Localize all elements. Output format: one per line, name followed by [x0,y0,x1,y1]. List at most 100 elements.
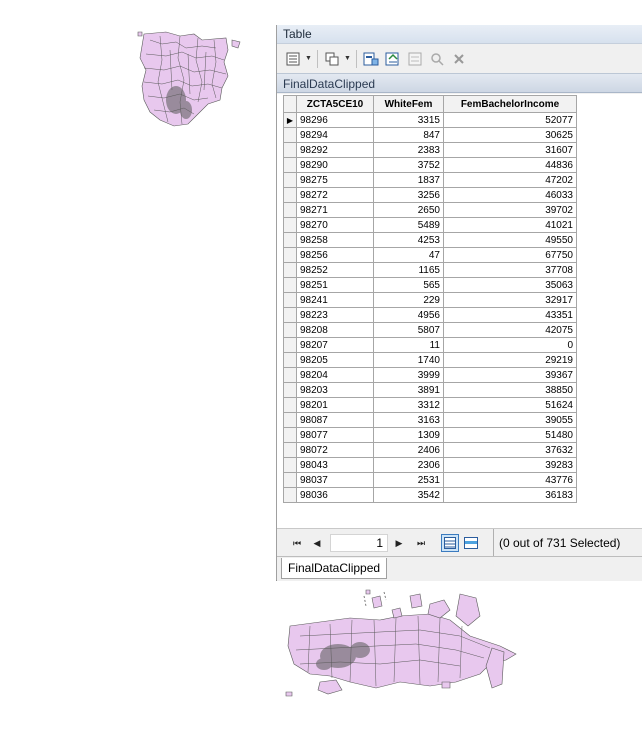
row-selector[interactable] [283,262,297,278]
cell-fembachelorincome[interactable]: 42075 [443,322,577,338]
cell-whitefem[interactable]: 5489 [373,217,444,233]
row-selector[interactable] [283,487,297,503]
table-row[interactable]: 98036 3542 36183 [283,487,577,503]
table-row[interactable]: 98292 2383 31607 [283,142,577,158]
row-selector[interactable] [283,157,297,173]
row-selector[interactable] [283,142,297,158]
row-selector[interactable] [283,127,297,143]
row-selector[interactable] [283,412,297,428]
cell-zcta[interactable]: 98207 [296,337,374,353]
related-tables-icon[interactable] [323,50,341,68]
cell-whitefem[interactable]: 2650 [373,202,444,218]
table-row[interactable]: 98077 1309 51480 [283,427,577,443]
cell-fembachelorincome[interactable]: 49550 [443,232,577,248]
cell-whitefem[interactable]: 1165 [373,262,444,278]
row-selector[interactable] [283,277,297,293]
cell-whitefem[interactable]: 47 [373,247,444,263]
cell-zcta[interactable]: 98208 [296,322,374,338]
cell-whitefem[interactable]: 3315 [373,112,444,128]
table-row[interactable]: 98201 3312 51624 [283,397,577,413]
table-row[interactable]: 98207 11 0 [283,337,577,353]
column-header[interactable]: ZCTA5CE10 [296,95,374,113]
cell-fembachelorincome[interactable]: 37632 [443,442,577,458]
cell-fembachelorincome[interactable]: 39055 [443,412,577,428]
cell-zcta[interactable]: 98270 [296,217,374,233]
cell-zcta[interactable]: 98201 [296,397,374,413]
cell-whitefem[interactable]: 1740 [373,352,444,368]
cell-whitefem[interactable]: 4956 [373,307,444,323]
cell-whitefem[interactable]: 3163 [373,412,444,428]
table-row[interactable]: ▶ 98296 3315 52077 [283,112,577,128]
cell-whitefem[interactable]: 3752 [373,157,444,173]
row-selector-header[interactable] [283,95,297,113]
row-selector[interactable]: ▶ [283,112,297,128]
cell-fembachelorincome[interactable]: 39367 [443,367,577,383]
table-row[interactable]: 98205 1740 29219 [283,352,577,368]
cell-fembachelorincome[interactable]: 39283 [443,457,577,473]
cell-zcta[interactable]: 98256 [296,247,374,263]
cell-fembachelorincome[interactable]: 39702 [443,202,577,218]
tab-finaldataclipped[interactable]: FinalDataClipped [281,558,388,579]
cell-zcta[interactable]: 98252 [296,262,374,278]
table-row[interactable]: 98204 3999 39367 [283,367,577,383]
row-selector[interactable] [283,292,297,308]
cell-fembachelorincome[interactable]: 36183 [443,487,577,503]
cell-zcta[interactable]: 98290 [296,157,374,173]
row-selector[interactable] [283,352,297,368]
table-row[interactable]: 98275 1837 47202 [283,172,577,188]
table-row[interactable]: 98043 2306 39283 [283,457,577,473]
clear-selection-icon[interactable] [406,50,424,68]
table-row[interactable]: 98087 3163 39055 [283,412,577,428]
cell-whitefem[interactable]: 1837 [373,172,444,188]
cell-fembachelorincome[interactable]: 35063 [443,277,577,293]
cell-zcta[interactable]: 98204 [296,367,374,383]
cell-fembachelorincome[interactable]: 51624 [443,397,577,413]
cell-whitefem[interactable]: 2306 [373,457,444,473]
current-record-field[interactable]: 1 [330,534,388,552]
show-selected-records-icon[interactable] [462,534,480,552]
row-selector[interactable] [283,472,297,488]
row-selector[interactable] [283,367,297,383]
cell-zcta[interactable]: 98077 [296,427,374,443]
switch-selection-icon[interactable] [384,50,402,68]
cell-whitefem[interactable]: 3999 [373,367,444,383]
cell-fembachelorincome[interactable]: 37708 [443,262,577,278]
table-row[interactable]: 98241 229 32917 [283,292,577,308]
row-selector[interactable] [283,397,297,413]
cell-whitefem[interactable]: 2406 [373,442,444,458]
last-record-icon[interactable]: ⏭ [416,537,426,548]
table-row[interactable]: 98037 2531 43776 [283,472,577,488]
cell-fembachelorincome[interactable]: 31607 [443,142,577,158]
cell-whitefem[interactable]: 3312 [373,397,444,413]
cell-zcta[interactable]: 98272 [296,187,374,203]
show-all-records-icon[interactable] [441,534,459,552]
row-selector[interactable] [283,442,297,458]
cell-zcta[interactable]: 98036 [296,487,374,503]
table-row[interactable]: 98208 5807 42075 [283,322,577,338]
related-tables-dropdown-icon[interactable]: ▼ [344,55,351,62]
cell-zcta[interactable]: 98241 [296,292,374,308]
row-selector[interactable] [283,217,297,233]
first-record-icon[interactable]: ⏮ [292,537,302,548]
table-row[interactable]: 98252 1165 37708 [283,262,577,278]
cell-fembachelorincome[interactable]: 38850 [443,382,577,398]
cell-fembachelorincome[interactable]: 29219 [443,352,577,368]
cell-fembachelorincome[interactable]: 30625 [443,127,577,143]
cell-whitefem[interactable]: 3542 [373,487,444,503]
cell-whitefem[interactable]: 5807 [373,322,444,338]
row-selector[interactable] [283,457,297,473]
row-selector[interactable] [283,322,297,338]
cell-fembachelorincome[interactable]: 43776 [443,472,577,488]
cell-whitefem[interactable]: 2383 [373,142,444,158]
row-selector[interactable] [283,337,297,353]
cell-fembachelorincome[interactable]: 44836 [443,157,577,173]
row-selector[interactable] [283,307,297,323]
row-selector[interactable] [283,427,297,443]
cell-fembachelorincome[interactable]: 0 [443,337,577,353]
row-selector[interactable] [283,382,297,398]
cell-whitefem[interactable]: 3256 [373,187,444,203]
table-options-dropdown-icon[interactable]: ▼ [305,55,312,62]
cell-zcta[interactable]: 98275 [296,172,374,188]
select-by-attributes-icon[interactable] [362,50,380,68]
zoom-to-selected-icon[interactable] [428,50,446,68]
